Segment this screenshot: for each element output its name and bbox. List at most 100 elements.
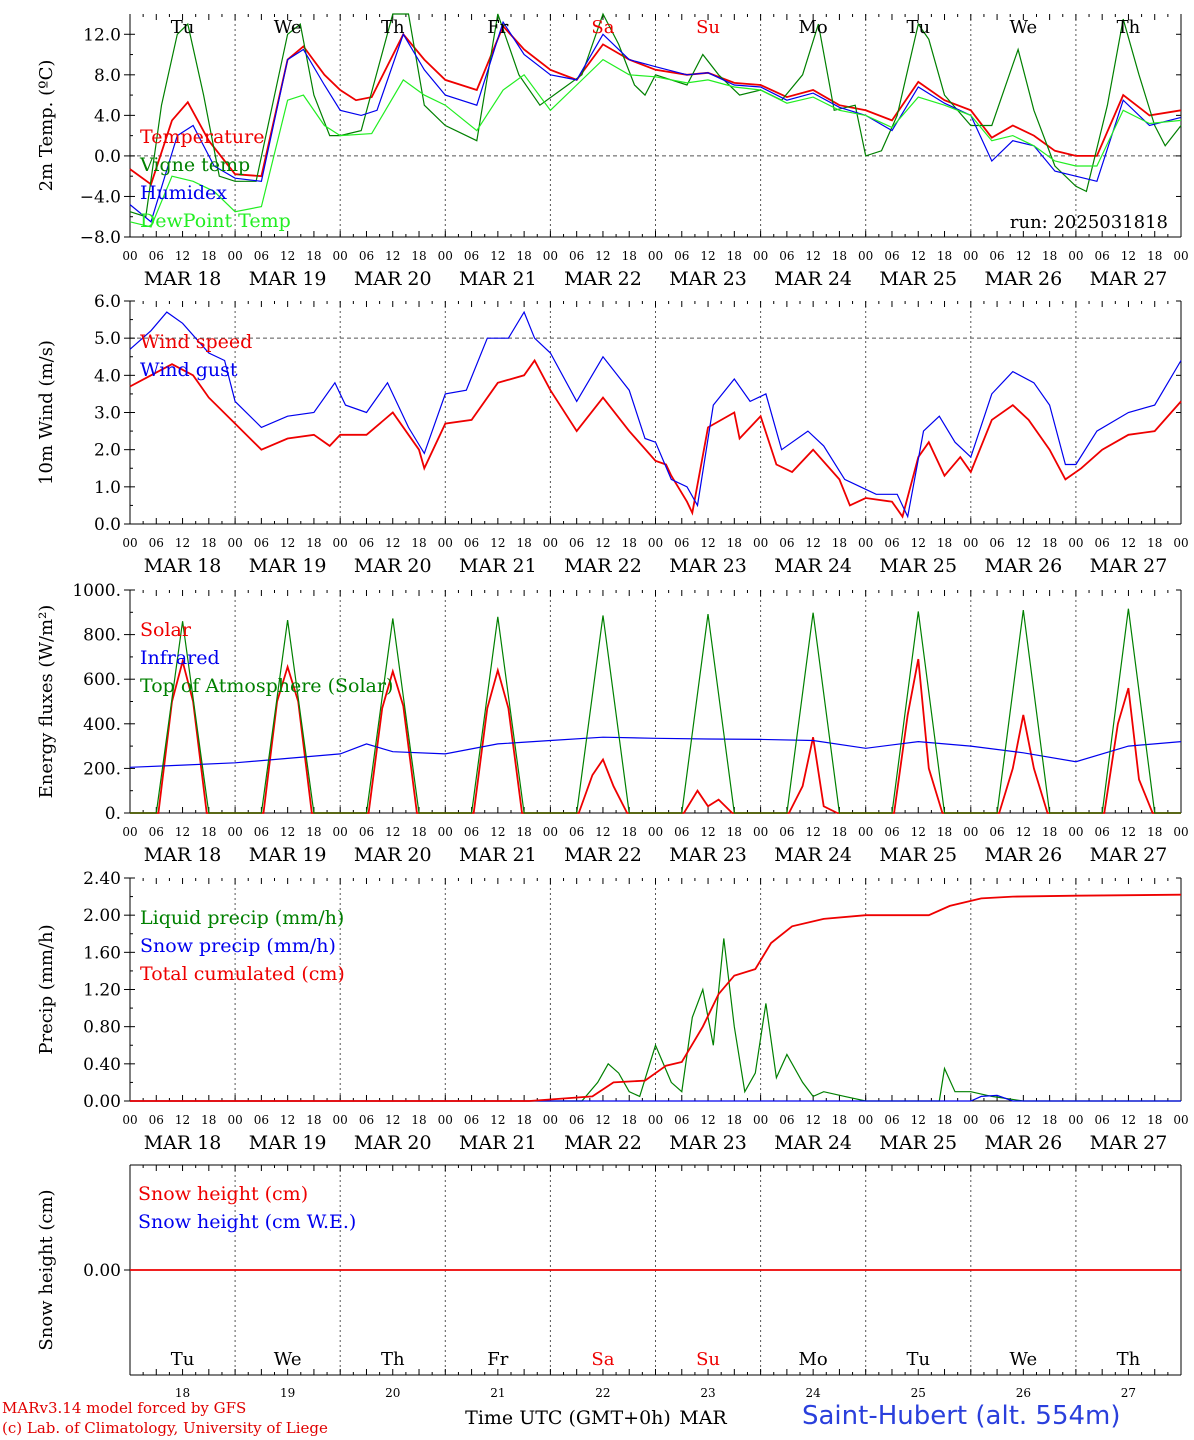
hour-tick-label: 06 bbox=[674, 249, 689, 263]
hour-tick-label: 18 bbox=[1042, 536, 1057, 550]
hour-tick-label: 18 bbox=[306, 825, 321, 839]
hour-tick-label: 18 bbox=[832, 536, 847, 550]
hour-tick-label: 00 bbox=[122, 825, 137, 839]
date-label: MAR 26 bbox=[984, 555, 1062, 577]
hour-tick-label: 06 bbox=[884, 249, 899, 263]
date-label: MAR 24 bbox=[774, 268, 852, 290]
hour-tick-label: 18 bbox=[516, 249, 531, 263]
date-label: MAR 18 bbox=[144, 555, 222, 577]
y-tick-label: 1000. bbox=[72, 581, 121, 601]
hour-tick-label: 12 bbox=[806, 1113, 821, 1127]
weekday-label-top: We bbox=[1010, 17, 1038, 38]
weekday-label-bottom: Su bbox=[696, 1349, 720, 1370]
panel-3: 1000. 800. 600. 400. 200. 0. Energy fluxes (W/… bbox=[36, 581, 1189, 866]
date-label: MAR 18 bbox=[144, 1132, 222, 1154]
hour-tick-label: 00 bbox=[1068, 249, 1083, 263]
y-tick-label: 1.0 bbox=[94, 478, 121, 498]
legend-entry: Snow height (cm W.E.) bbox=[138, 1211, 356, 1233]
weekday-label-top: We bbox=[274, 17, 302, 38]
hour-tick-label: 12 bbox=[806, 536, 821, 550]
hour-tick-label: 12 bbox=[1016, 1113, 1031, 1127]
hour-tick-label: 06 bbox=[1095, 1113, 1110, 1127]
date-label: MAR 25 bbox=[879, 555, 957, 577]
hour-tick-label: 00 bbox=[333, 536, 348, 550]
y-tick-label: 200. bbox=[83, 759, 121, 779]
date-label: MAR 26 bbox=[984, 1132, 1062, 1154]
hour-tick-label: 06 bbox=[989, 536, 1004, 550]
date-label: MAR 19 bbox=[249, 555, 327, 577]
weekday-label-top: Tu bbox=[906, 17, 930, 38]
weekday-label-bottom: Tu bbox=[906, 1349, 930, 1370]
legend-entry: Snow precip (mm/h) bbox=[140, 935, 336, 957]
hour-tick-label: 12 bbox=[175, 249, 190, 263]
panel-5: 0.00 Snow height (cm) Snow height (cm) Snow… bbox=[36, 1164, 1182, 1376]
hour-tick-label: 12 bbox=[1121, 536, 1136, 550]
hour-tick-label: 18 bbox=[622, 249, 637, 263]
hour-tick-label: 06 bbox=[464, 536, 479, 550]
hour-tick-label: 06 bbox=[464, 825, 479, 839]
legend-entry: Infrared bbox=[140, 647, 220, 669]
series-line-total-cumulated-cm- bbox=[130, 893, 1182, 1102]
hour-tick-label: 06 bbox=[989, 1113, 1004, 1127]
hour-tick-label: 18 bbox=[1147, 825, 1162, 839]
hour-tick-label: 12 bbox=[911, 249, 926, 263]
date-label: MAR 25 bbox=[879, 1132, 957, 1154]
day-number-label: 25 bbox=[911, 1386, 926, 1400]
y-tick-label: 3.0 bbox=[94, 404, 121, 424]
hour-tick-label: 12 bbox=[280, 825, 295, 839]
legend-entry: Wind speed bbox=[140, 331, 252, 353]
hour-tick-label: 18 bbox=[516, 825, 531, 839]
hour-tick-label: 12 bbox=[595, 249, 610, 263]
hour-tick-label: 12 bbox=[490, 536, 505, 550]
hour-tick-label: 12 bbox=[700, 536, 715, 550]
hour-tick-label: 12 bbox=[490, 825, 505, 839]
weekday-label-bottom: We bbox=[274, 1349, 302, 1370]
hour-tick-label: 00 bbox=[858, 249, 873, 263]
hour-tick-label: 18 bbox=[1147, 1113, 1162, 1127]
legend-entry: Temperature bbox=[140, 126, 264, 148]
station-label: Saint-Hubert (alt. 554m) bbox=[802, 1401, 1121, 1431]
hour-tick-label: 00 bbox=[963, 249, 978, 263]
y-tick-label: 8.0 bbox=[94, 66, 121, 86]
day-number-label: 21 bbox=[490, 1386, 505, 1400]
hour-tick-label: 00 bbox=[858, 1113, 873, 1127]
credit-model: MARv3.14 model forced by GFS bbox=[2, 1399, 247, 1417]
hour-tick-label: 00 bbox=[438, 536, 453, 550]
hour-tick-label: 06 bbox=[569, 249, 584, 263]
hour-tick-label: 18 bbox=[727, 536, 742, 550]
weekday-label-top: Fr bbox=[487, 17, 508, 38]
date-label: MAR 26 bbox=[984, 268, 1062, 290]
hour-tick-label: 00 bbox=[1173, 1113, 1188, 1127]
y-tick-label: 1.20 bbox=[83, 981, 121, 1001]
hour-tick-label: 06 bbox=[1095, 536, 1110, 550]
weekday-label-top: Tu bbox=[171, 17, 195, 38]
y-tick-label: 4.0 bbox=[94, 106, 121, 126]
hour-tick-label: 00 bbox=[333, 1113, 348, 1127]
hour-tick-label: 12 bbox=[280, 1113, 295, 1127]
series-line-humidex bbox=[129, 20, 1182, 223]
date-label: MAR 27 bbox=[1090, 1132, 1168, 1154]
hour-tick-label: 00 bbox=[333, 249, 348, 263]
y-tick-label: −8.0 bbox=[80, 228, 121, 248]
date-label: MAR 21 bbox=[459, 844, 537, 866]
date-label: MAR 27 bbox=[1090, 844, 1168, 866]
y-tick-label: 5.0 bbox=[94, 329, 121, 349]
weekday-label-top: Th bbox=[381, 17, 405, 38]
hour-tick-label: 00 bbox=[438, 1113, 453, 1127]
hour-tick-label: 06 bbox=[254, 825, 269, 839]
hour-tick-label: 06 bbox=[569, 536, 584, 550]
hour-tick-label: 06 bbox=[884, 1113, 899, 1127]
hour-tick-label: 06 bbox=[464, 1113, 479, 1127]
hour-tick-label: 12 bbox=[385, 1113, 400, 1127]
hour-tick-label: 06 bbox=[1095, 825, 1110, 839]
hour-tick-label: 00 bbox=[227, 249, 242, 263]
y-axis-label: Snow height (cm) bbox=[36, 1189, 57, 1350]
day-number-label: 27 bbox=[1121, 1386, 1136, 1400]
hour-tick-label: 06 bbox=[884, 825, 899, 839]
hour-tick-label: 06 bbox=[779, 1113, 794, 1127]
hour-tick-label: 18 bbox=[411, 536, 426, 550]
y-tick-label: 0.0 bbox=[94, 515, 121, 535]
panel-2: 6.0 5.0 4.0 3.0 2.0 1.0 0.0 10m Wind (m/s) 00 06 1… bbox=[36, 292, 1189, 577]
hour-tick-label: 18 bbox=[622, 1113, 637, 1127]
date-label: MAR 19 bbox=[249, 1132, 327, 1154]
